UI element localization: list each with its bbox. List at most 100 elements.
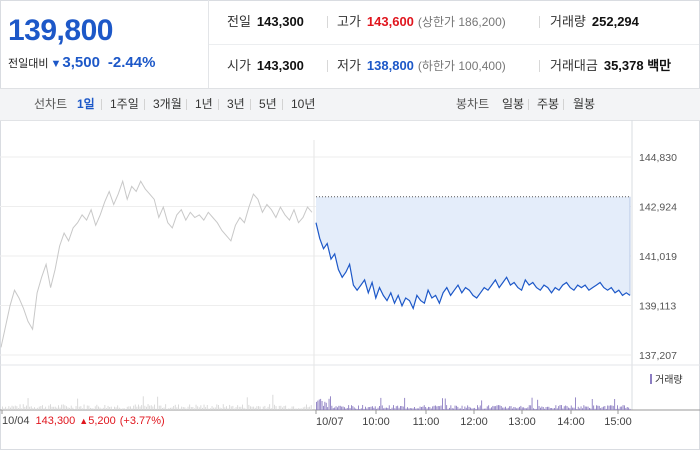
range-3m-tab[interactable]: 3개월 [153,97,182,111]
volume-bar [471,408,473,410]
volume-bar [195,404,197,410]
stats-row-2: 시가 143,300 저가 138,800 (하한가 100,400) 거래대금 35,… [209,44,699,88]
volume-bar [318,399,320,410]
volume-bar [377,407,379,410]
price-summary: 139,800 전일대비 ▼ 3,500 -2.44% [0,0,209,88]
volume-bar [125,408,127,410]
volume-bar [101,408,103,410]
volume-bar [558,406,560,410]
volume-bar [422,406,424,410]
range-10y-tab[interactable]: 10년 [291,97,316,111]
volume-bar [540,407,541,410]
volume-bar [387,408,389,410]
volume-bar [386,407,387,410]
range-5y-tab[interactable]: 5년 [259,97,277,111]
volume-bar [210,408,211,410]
volume-bar [214,407,216,410]
volume-bar [301,408,303,410]
range-1w-tab[interactable]: 1주일 [110,97,139,111]
intraday-price-chart[interactable]: 144,830 142,924 141,019 139,113 137,207 10/0… [0,120,700,450]
stat-value: 138,800 [366,58,414,73]
change-label: 전일대비 [8,58,49,70]
volume-bar [182,407,184,410]
volume-bar [426,408,428,410]
divider [563,99,564,110]
volume-bar [607,405,609,410]
volume-bar [94,406,96,410]
stat-value: 143,300 [256,14,304,29]
range-1d-tab[interactable]: 1일 [77,97,95,111]
volume-bar [227,408,229,410]
range-1y-tab[interactable]: 1년 [195,97,213,111]
volume-bar [433,405,435,410]
volume-bar [478,407,480,410]
volume-bar [176,407,178,410]
lower-limit: (하한가 100,400) [417,59,506,73]
volume-bar [288,408,290,410]
volume-bar [626,407,628,410]
volume-bar [62,404,64,410]
volume-bar [614,399,616,410]
volume-bar [316,401,317,410]
volume-bar [259,406,261,410]
volume-bar [19,404,21,410]
range-3y-tab[interactable]: 3년 [227,97,245,111]
divider [282,99,283,110]
volume-bar [400,406,401,410]
volume-bar [463,409,464,410]
volume-bar [104,405,106,410]
volume-bar [372,406,373,410]
volume-bar [16,406,18,410]
volume-bar [507,407,509,410]
prev-day-summary: 10/04 143,300 ▲ 5,200 (+3.77%) [2,415,165,427]
volume-bar [253,406,255,410]
volume-bar [414,407,415,410]
volume-bar [513,407,515,410]
volume-bar [348,405,350,410]
volume-bar [123,408,125,410]
volume-bar [355,408,357,410]
y-tick-label: 141,019 [639,251,677,263]
volume-bar [299,408,301,410]
volume-bar [604,406,606,410]
volume-bar [130,406,131,410]
current-price: 139,800 [8,14,113,47]
volume-bar [486,406,488,410]
candle-monthly-tab[interactable]: 월봉 [573,97,596,111]
volume-bar [423,405,425,410]
volume-bar [353,407,355,410]
prev-day-series-line [0,179,313,348]
volume-bar [600,408,602,410]
volume-bar [394,408,396,410]
price-lines [0,179,631,348]
volume-bar [537,399,539,410]
volume-bar [61,404,63,410]
volume-bar [591,399,593,410]
volume-bar [531,397,533,410]
volume-bar [416,408,418,410]
volume-bar [118,407,120,410]
stat-value: 143,600 [366,14,414,29]
volume-legend-label: 거래량 [655,375,683,386]
volume-bar [174,404,176,410]
volume-bar [421,407,422,410]
candle-daily-tab[interactable]: 일봉 [502,97,525,111]
chart-toolbar: 선차트 1일 1주일 3개월 1년 3년 5년 10년 봉차트 일봉 주봉 월봉 [0,88,700,121]
x-tick-label: 14:00 [557,416,585,428]
candle-weekly-tab[interactable]: 주봉 [537,97,560,111]
volume-bar [82,408,83,410]
volume-bar [149,405,151,410]
up-triangle-icon: ▲ [79,416,89,426]
volume-bar [489,408,491,410]
x-tick-label: 10:00 [362,416,390,428]
volume-bar [503,407,505,410]
volume-bar [230,406,232,410]
volume-bar [32,408,34,410]
volume-bar [618,408,620,410]
volume-bar [458,408,460,410]
volume-bar [334,407,336,410]
volume-bar [461,405,463,410]
volume-bar [296,408,298,410]
volume-bar [449,407,450,410]
volume-bar [383,408,385,410]
